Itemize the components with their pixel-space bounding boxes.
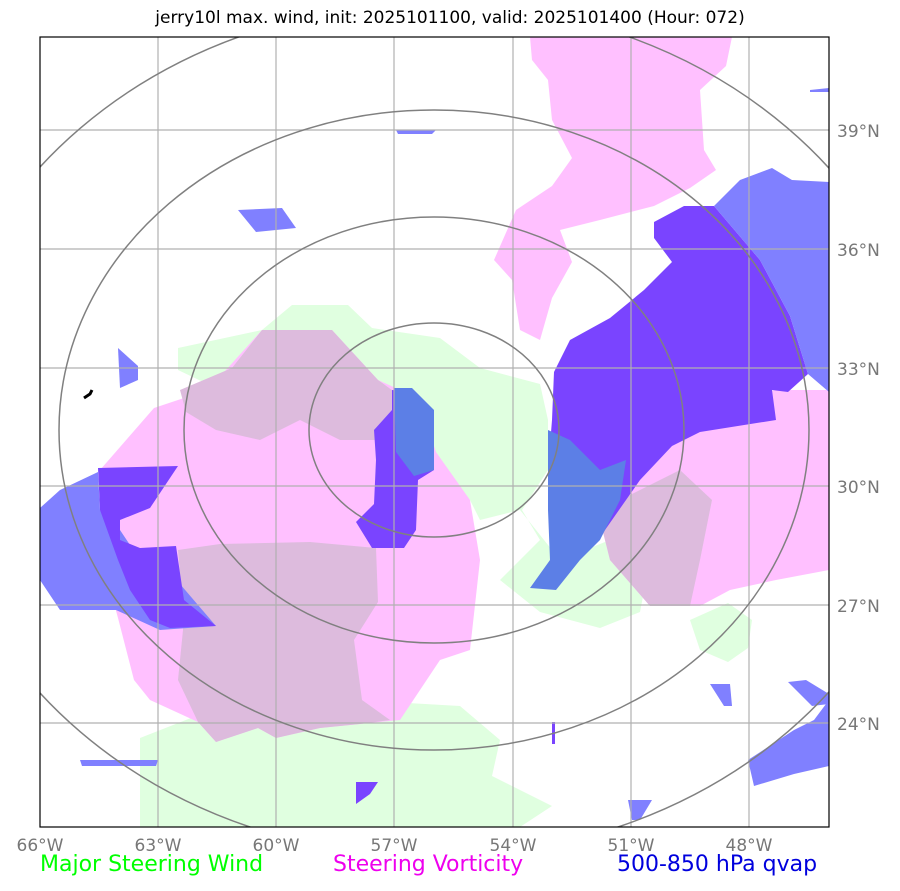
qvap-region-east-small (710, 684, 732, 706)
wind-region-east (690, 603, 752, 662)
lat-label: 39°N (837, 122, 880, 142)
map-frame (39, 36, 830, 828)
lat-label: 36°N (837, 241, 880, 261)
qvap-fill (40, 88, 829, 820)
qvap-region-south-small (356, 782, 378, 804)
qvap-region-southeast-large (748, 700, 829, 786)
lon-label: 57°W (371, 836, 418, 856)
lat-label: 30°N (837, 478, 880, 498)
lon-label: 51°W (608, 836, 655, 856)
qvap-region-center (394, 388, 434, 476)
qvap-region-top-right (810, 88, 829, 92)
qvap-region-north-small (238, 208, 296, 232)
legend-major-steering-wind: Major Steering Wind (40, 852, 264, 877)
qvap-region-north-sliver (396, 130, 436, 134)
lat-label: 24°N (837, 715, 880, 735)
latitude-labels: 39°N 36°N 33°N 30°N 27°N 24°N (837, 122, 880, 735)
overlap-region-east (600, 470, 712, 606)
map-title: jerry10l max. wind, init: 2025101100, va… (155, 8, 745, 28)
coastline (83, 389, 94, 400)
overlap-region-south (178, 542, 390, 742)
qvap-region-center-east (530, 430, 626, 590)
qvap-region-southeast-small (788, 680, 829, 706)
qvap-region-northeast (714, 168, 829, 392)
qvap-region-west-dark (98, 466, 216, 628)
legend-steering-vorticity: Steering Vorticity (333, 852, 524, 877)
range-ring-3 (58, 109, 810, 751)
lat-label: 27°N (837, 597, 880, 617)
gridlines (40, 37, 829, 827)
lon-label: 60°W (253, 836, 300, 856)
range-ring-2 (183, 216, 685, 644)
vorticity-region-north (494, 37, 732, 340)
qvap-region-south-line (80, 760, 158, 766)
lon-label: 54°W (490, 836, 537, 856)
lon-label: 66°W (17, 836, 64, 856)
range-ring-1 (308, 322, 560, 538)
qvap-region-south-east (628, 800, 652, 820)
lon-label: 48°W (726, 836, 773, 856)
legend-qvap: 500-850 hPa qvap (617, 852, 818, 877)
overlap-fill (178, 330, 712, 742)
lat-label: 33°N (837, 360, 880, 380)
qvap-region-northeast-dark (548, 206, 808, 540)
lon-label: 63°W (135, 836, 182, 856)
map-canvas (40, 37, 829, 827)
overlap-region-west (180, 330, 400, 440)
longitude-labels: 66°W 63°W 60°W 57°W 54°W 51°W 48°W (17, 836, 773, 856)
range-rings (40, 37, 829, 827)
